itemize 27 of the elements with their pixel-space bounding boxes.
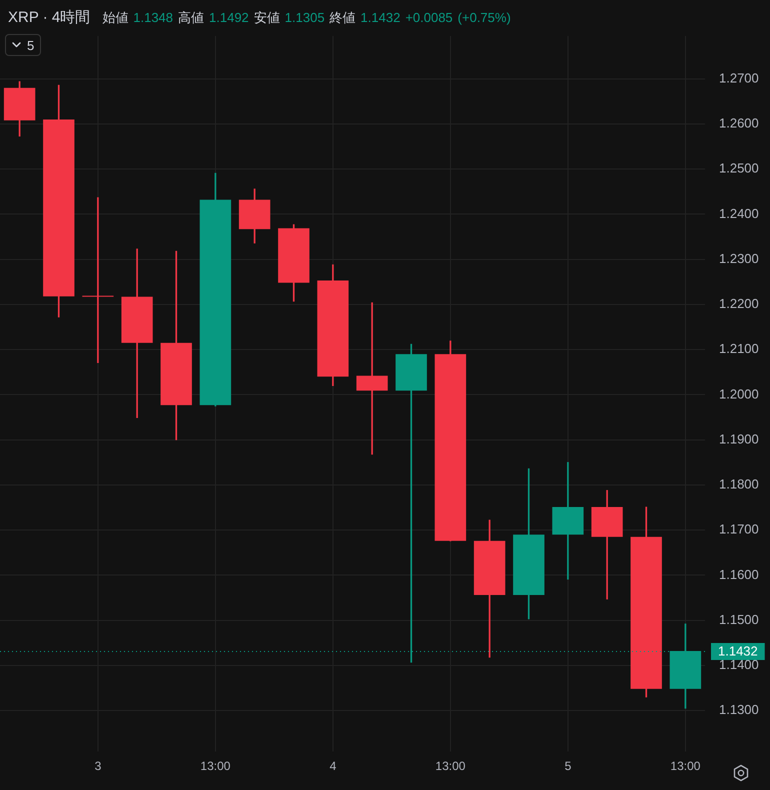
x-tick-label: 13:00 — [200, 759, 231, 774]
x-tick-label: 4 — [330, 759, 337, 774]
y-tick-label: 1.2400 — [719, 206, 759, 221]
x-tick-label: 3 — [94, 759, 102, 774]
y-tick-label: 1.2200 — [719, 296, 759, 312]
y-tick-label: 1.1900 — [719, 431, 759, 446]
y-tick-label: 1.1700 — [719, 522, 759, 537]
candlestick — [82, 197, 114, 363]
y-tick-label: 1.2100 — [719, 341, 759, 356]
x-tick-label: 5 — [564, 759, 572, 774]
y-tick-label: 1.2000 — [719, 386, 759, 402]
x-tick-label: 13:00 — [435, 759, 466, 774]
y-tick-label: 1.2300 — [719, 250, 759, 266]
y-tick-label: 1.2500 — [719, 160, 759, 176]
y-tick-label: 1.2700 — [719, 70, 759, 86]
y-tick-label: 1.1600 — [719, 566, 759, 582]
ref-line-label: 1.1432 — [718, 644, 758, 659]
annotation: 5 — [27, 38, 34, 52]
y-tick-label: 1.2600 — [719, 116, 759, 131]
text: 始値 1.1348 高値 1.1492 安値 1.1305 終値 1.1432 +0.0085 (+0.75%) — [102, 10, 511, 25]
toggle-button: 5 — [5, 34, 42, 56]
y-tick-label: 1.1800 — [719, 476, 759, 492]
chart-title: XRP · 4時間 — [8, 8, 90, 27]
y-tick-label: 1.1300 — [719, 702, 759, 718]
y-tick-label: 1.1400 — [719, 657, 759, 672]
x-tick-label: 13:00 — [670, 759, 701, 774]
y-tick-label: 1.1500 — [719, 612, 759, 627]
